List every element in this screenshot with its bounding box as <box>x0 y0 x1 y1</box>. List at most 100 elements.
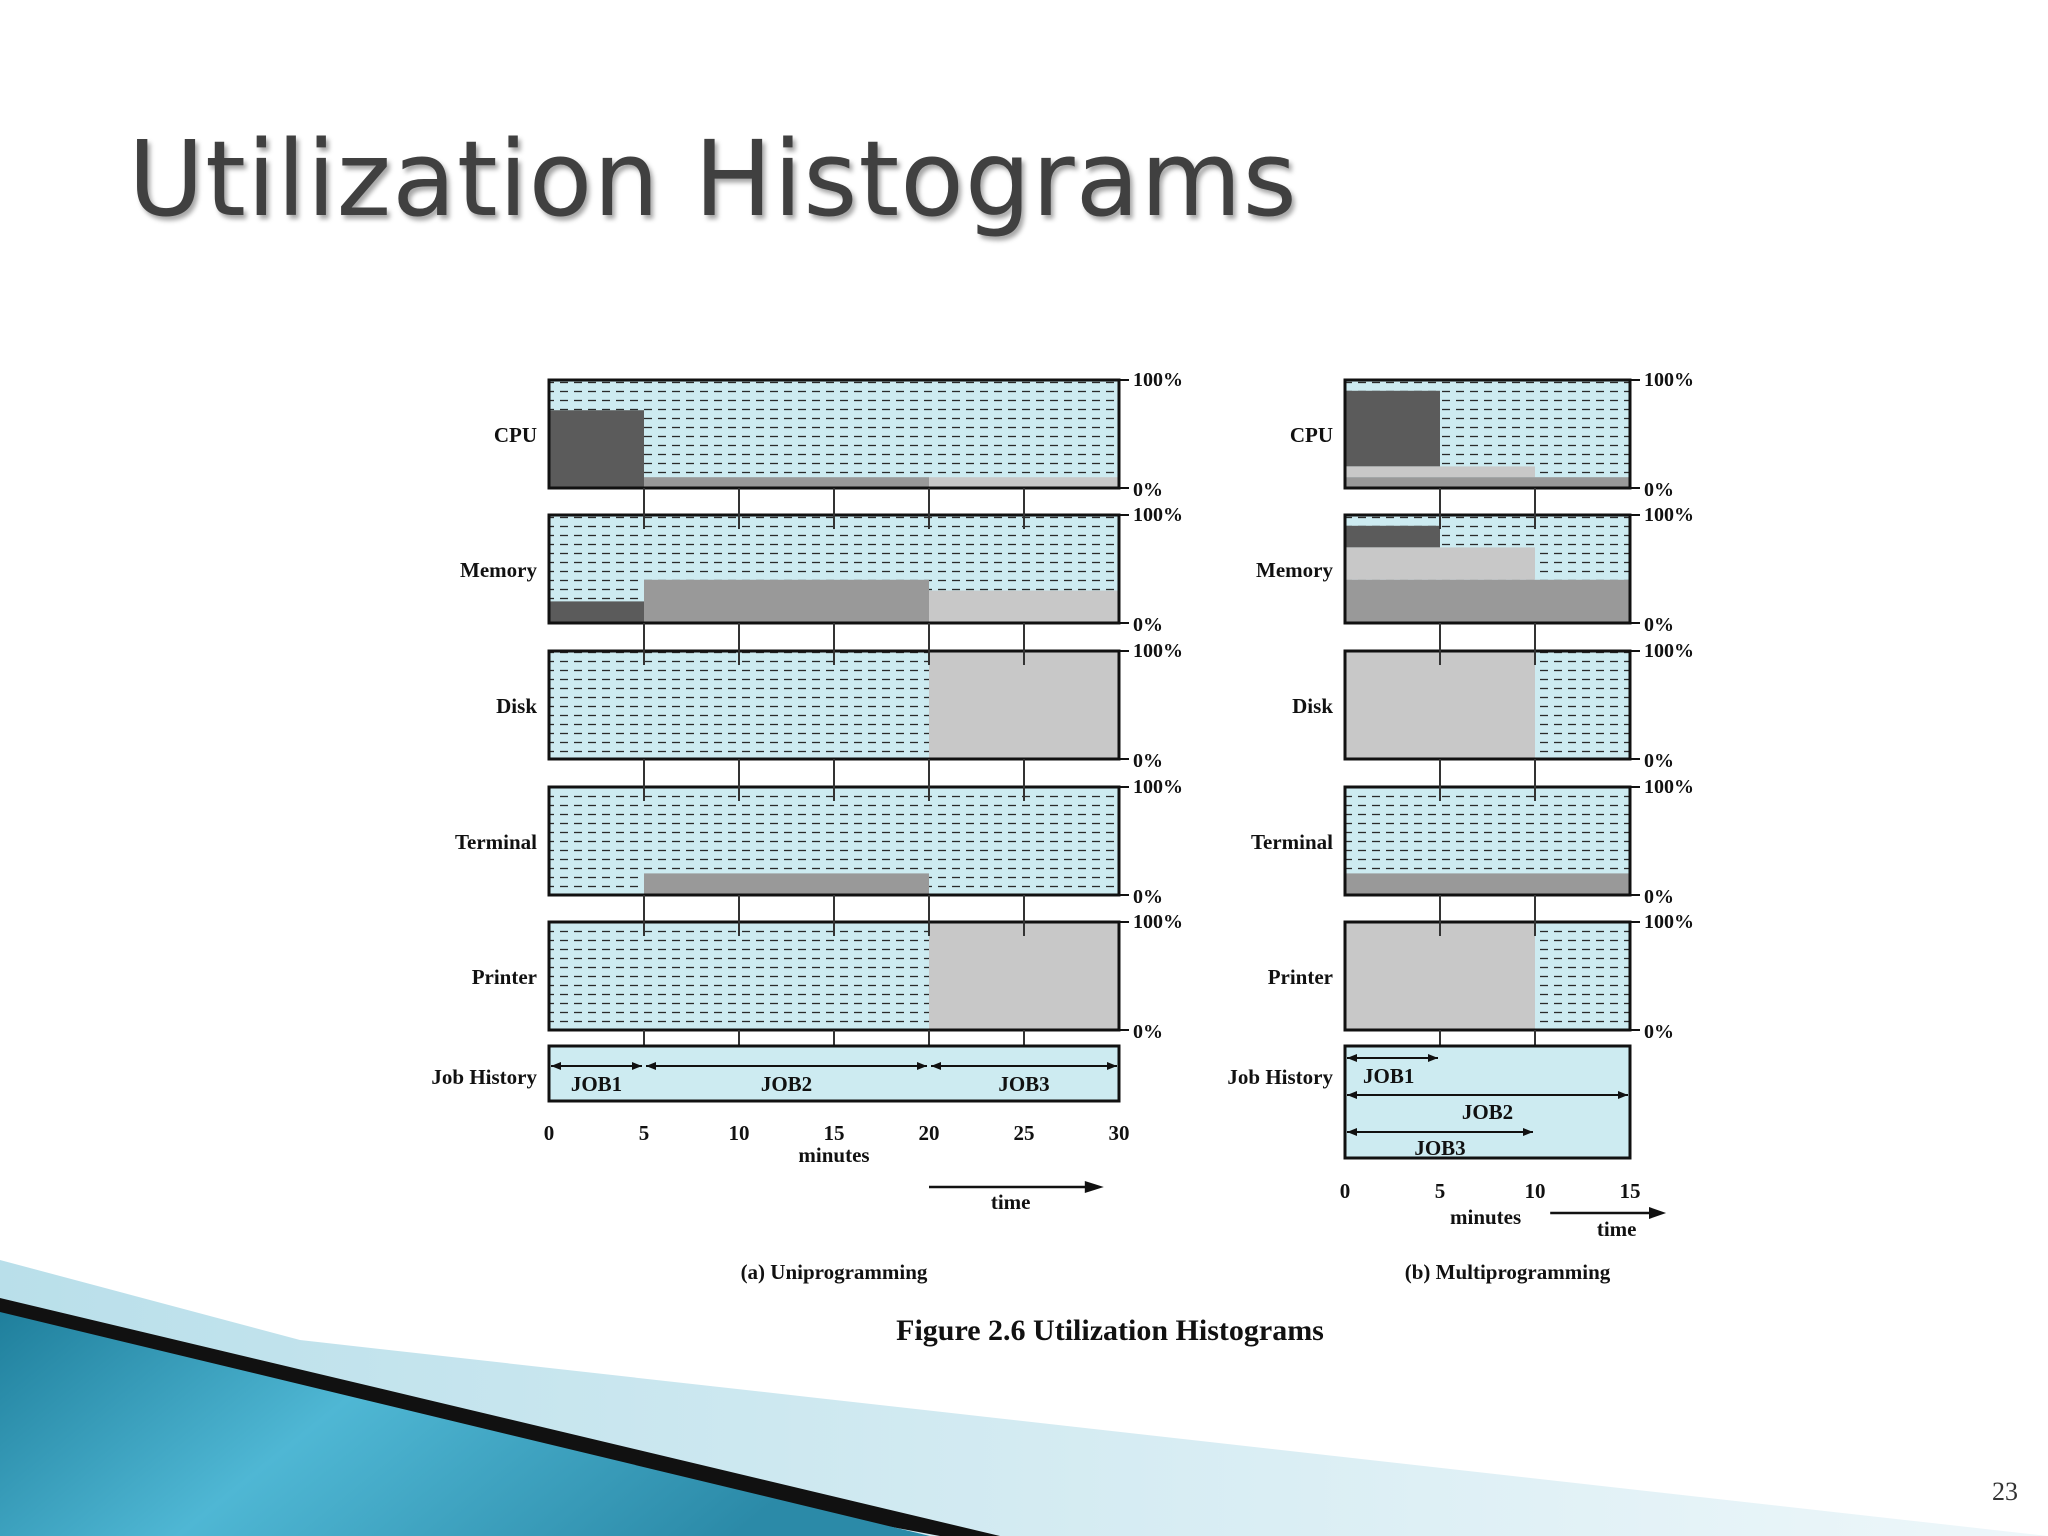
memory-bar-job2 <box>644 579 929 623</box>
job-label-job3: JOB3 <box>1414 1136 1465 1160</box>
cpu-label-100: 100% <box>1133 369 1183 391</box>
x-tick-label-25: 25 <box>1014 1121 1035 1145</box>
resource-label-cpu: CPU <box>494 423 537 447</box>
resource-label-terminal: Terminal <box>1251 830 1333 854</box>
job-history-box <box>547 1044 1121 1103</box>
resource-label-terminal: Terminal <box>455 830 537 854</box>
panel-caption: (b) Multiprogramming <box>1405 1260 1611 1284</box>
terminal-label-0: 0% <box>1133 886 1163 908</box>
cpu-bar-job2 <box>644 477 929 488</box>
slide-title: Utilization Histograms <box>128 118 1298 240</box>
decor-teal-band <box>0 1312 930 1536</box>
job-label-job1: JOB1 <box>1363 1064 1414 1088</box>
x-tick-label-0: 0 <box>1340 1179 1351 1203</box>
x-tick-label-10: 10 <box>1525 1179 1546 1203</box>
disk-label-0: 0% <box>1133 750 1163 772</box>
job-history-label: Job History <box>1227 1065 1333 1089</box>
memory-bar-job2 <box>1345 579 1630 623</box>
terminal-plot-frame <box>1343 785 1632 897</box>
resource-label-disk: Disk <box>1292 694 1333 718</box>
cpu-plot-frame <box>1343 378 1632 490</box>
job-label-job2: JOB2 <box>1462 1100 1513 1124</box>
resource-label-printer: Printer <box>472 965 537 989</box>
memory-bar-job3 <box>929 590 1119 623</box>
resource-label-cpu: CPU <box>1290 423 1333 447</box>
x-tick-label-10: 10 <box>729 1121 750 1145</box>
memory-bar-job3 <box>1345 547 1535 580</box>
printer-bar-job3 <box>929 922 1119 1030</box>
job-arrowhead-right <box>1523 1128 1533 1136</box>
x-axis-label: minutes <box>1450 1205 1521 1229</box>
time-arrow-head <box>1649 1207 1667 1219</box>
page-number: 23 <box>1992 1477 2018 1506</box>
terminal-label-100: 100% <box>1644 776 1694 798</box>
job-arrowhead-left <box>1347 1091 1357 1099</box>
printer-label-0: 0% <box>1644 1021 1674 1043</box>
x-tick-label-30: 30 <box>1109 1121 1130 1145</box>
job-history-label: Job History <box>431 1065 537 1089</box>
resource-label-disk: Disk <box>496 694 537 718</box>
x-tick-label-20: 20 <box>919 1121 940 1145</box>
printer-label-100: 100% <box>1133 911 1183 933</box>
printer-label-100: 100% <box>1644 911 1694 933</box>
disk-bar-job3 <box>929 651 1119 759</box>
job-arrowhead-right <box>1618 1091 1628 1099</box>
job-arrowhead-left <box>551 1062 561 1070</box>
cpu-bar-job1 <box>1345 390 1440 467</box>
x-tick-label-5: 5 <box>1435 1179 1446 1203</box>
figure-caption: Figure 2.6 Utilization Histograms <box>896 1314 1324 1347</box>
memory-label-0: 0% <box>1644 614 1674 636</box>
x-tick-label-5: 5 <box>639 1121 650 1145</box>
disk-bar-job3 <box>1345 651 1535 759</box>
job-arrowhead-right <box>632 1062 642 1070</box>
decor-black-band <box>0 1298 1000 1536</box>
job-arrowhead-left <box>1347 1054 1357 1062</box>
time-arrow-head <box>1084 1181 1104 1193</box>
panel-caption: (a) Uniprogramming <box>741 1260 928 1284</box>
x-tick-label-15: 15 <box>1620 1179 1641 1203</box>
memory-bar-job1 <box>1345 525 1440 548</box>
slide-decoration <box>0 1260 2048 1536</box>
panel-multiprogramming: CPU100%0%Memory100%0%Disk100%0%Terminal1… <box>1227 369 1694 1284</box>
terminal-label-100: 100% <box>1133 776 1183 798</box>
cpu-label-100: 100% <box>1644 369 1694 391</box>
job-label-job3: JOB3 <box>998 1072 1049 1096</box>
x-axis-label: minutes <box>798 1143 869 1167</box>
resource-label-printer: Printer <box>1268 965 1333 989</box>
resource-label-memory: Memory <box>1256 558 1333 582</box>
cpu-label-0: 0% <box>1133 479 1163 501</box>
job-arrowhead-left <box>931 1062 941 1070</box>
utilization-figure: CPU100%0%Memory100%0%Disk100%0%Terminal1… <box>431 369 1694 1347</box>
cpu-bar-job2 <box>1345 477 1630 488</box>
time-label: time <box>1597 1217 1637 1241</box>
job-arrowhead-left <box>646 1062 656 1070</box>
panel-uniprogramming: CPU100%0%Memory100%0%Disk100%0%Terminal1… <box>431 369 1183 1284</box>
cpu-bar-job3 <box>1345 466 1535 478</box>
terminal-label-0: 0% <box>1644 886 1674 908</box>
memory-plot-frame <box>1343 513 1632 625</box>
job-arrowhead-left <box>1347 1128 1357 1136</box>
disk-label-100: 100% <box>1133 640 1183 662</box>
x-tick-label-15: 15 <box>824 1121 845 1145</box>
printer-bar-job3 <box>1345 922 1535 1030</box>
cpu-bar-job3 <box>929 477 1119 488</box>
time-label: time <box>991 1190 1031 1214</box>
resource-label-memory: Memory <box>460 558 537 582</box>
job-history-box <box>1343 1044 1632 1160</box>
printer-plot-frame <box>1343 920 1632 1032</box>
disk-label-0: 0% <box>1644 750 1674 772</box>
disk-plot-frame <box>1343 649 1632 761</box>
job-label-job1: JOB1 <box>571 1072 622 1096</box>
job-label-job2: JOB2 <box>761 1072 812 1096</box>
job-arrowhead-right <box>1428 1054 1438 1062</box>
job-arrowhead-right <box>917 1062 927 1070</box>
cpu-bar-job1 <box>549 410 644 488</box>
cpu-label-0: 0% <box>1644 479 1674 501</box>
printer-label-0: 0% <box>1133 1021 1163 1043</box>
terminal-bar-job2 <box>644 873 929 895</box>
memory-label-100: 100% <box>1133 504 1183 526</box>
disk-label-100: 100% <box>1644 640 1694 662</box>
job-arrowhead-right <box>1107 1062 1117 1070</box>
terminal-bar-job2 <box>1345 873 1630 895</box>
x-tick-label-0: 0 <box>544 1121 555 1145</box>
